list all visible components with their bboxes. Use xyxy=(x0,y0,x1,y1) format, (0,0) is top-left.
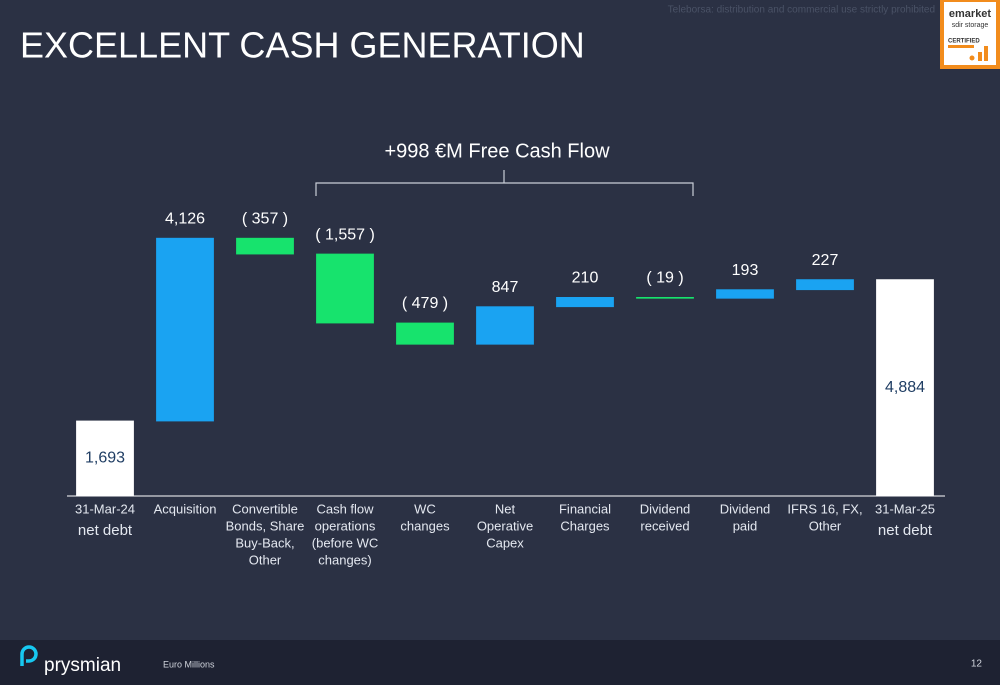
x-tick-label: changes xyxy=(400,518,450,533)
x-tick-label: Other xyxy=(249,552,282,567)
bar xyxy=(236,237,294,255)
x-tick-label: Charges xyxy=(560,518,610,533)
bar xyxy=(156,237,214,422)
x-tick-label: 31-Mar-24 xyxy=(75,501,135,516)
badge-status: CERTIFIED xyxy=(948,39,980,45)
footer-bar xyxy=(0,640,1000,685)
x-tick-label: Net xyxy=(495,501,516,516)
bar xyxy=(476,306,534,345)
badge-bar xyxy=(984,46,988,61)
bar xyxy=(556,297,614,308)
x-tick-label: paid xyxy=(733,518,758,533)
value-label: ( 1,557 ) xyxy=(315,226,375,243)
x-tick-label: Operative xyxy=(477,518,533,533)
bar xyxy=(636,297,694,299)
badge-stripe xyxy=(948,45,974,48)
value-label: 193 xyxy=(732,262,759,279)
x-tick-label: Financial xyxy=(559,501,611,516)
x-tick-label: Cash flow xyxy=(316,501,374,516)
value-label: ( 479 ) xyxy=(402,295,448,312)
plot: 1,693 31-Mar-24 net debt 4,126 Acquisition ( … xyxy=(67,210,945,567)
value-label: 227 xyxy=(812,252,839,269)
bar xyxy=(876,279,934,497)
badge-name: emarket xyxy=(949,8,992,20)
x-tick-label: net debt xyxy=(78,522,133,539)
x-tick-label: Dividend xyxy=(640,501,691,516)
slide-title: EXCELLENT CASH GENERATION xyxy=(20,25,585,66)
badge: emarket sdir storage CERTIFIED xyxy=(940,0,1000,69)
x-tick-label: Dividend xyxy=(720,501,771,516)
x-tick-label: 31-Mar-25 xyxy=(875,501,935,516)
bar xyxy=(796,279,854,291)
badge-sub: sdir storage xyxy=(952,22,989,29)
value-label: 847 xyxy=(492,279,519,296)
x-tick-label: received xyxy=(640,518,689,533)
x-tick-label: Acquisition xyxy=(154,501,217,516)
badge-dot xyxy=(969,55,975,61)
x-tick-label: Buy-Back, xyxy=(235,535,294,550)
x-tick-label: Convertible xyxy=(232,501,298,516)
badge-bar xyxy=(978,52,982,61)
x-tick-label: Capex xyxy=(486,535,524,550)
bracket xyxy=(315,170,694,196)
x-tick-label: WC xyxy=(414,501,436,516)
x-tick-label: IFRS 16, FX, xyxy=(787,501,862,516)
page-number: 12 xyxy=(971,659,983,670)
value-label: ( 357 ) xyxy=(242,210,288,227)
x-tick-label: (before WC xyxy=(312,535,378,550)
bar xyxy=(716,289,774,299)
annotation: +998 €M Free Cash Flow xyxy=(384,140,610,162)
value-label: 210 xyxy=(572,270,599,287)
bar xyxy=(316,253,374,324)
x-tick-label: net debt xyxy=(878,522,933,539)
x-tick-label: operations xyxy=(315,518,376,533)
value-label: ( 19 ) xyxy=(646,270,683,287)
x-tick-label: changes) xyxy=(318,552,371,567)
brand: prysmian xyxy=(44,655,121,676)
x-tick-label: Bonds, Share xyxy=(226,518,305,533)
unit-note: Euro Millions xyxy=(163,659,215,669)
value-label: 4,884 xyxy=(885,379,925,396)
x-tick-label: Other xyxy=(809,518,842,533)
value-label: 1,693 xyxy=(85,450,125,467)
value-label: 4,126 xyxy=(165,210,205,227)
bar xyxy=(396,322,454,345)
watermark: Teleborsa: distribution and commercial u… xyxy=(668,5,935,16)
brand-logo xyxy=(20,645,38,666)
